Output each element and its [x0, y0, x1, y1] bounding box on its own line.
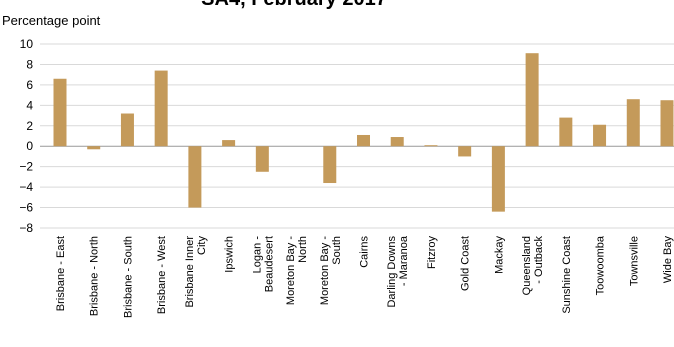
category-label: Darling Downs- Maranoa [386, 235, 410, 307]
category-label: Cairns [359, 236, 371, 268]
bar [559, 117, 573, 147]
y-tick-label: −8 [19, 221, 33, 235]
bar [525, 53, 539, 147]
bar [154, 70, 168, 147]
bar [424, 145, 438, 147]
category-label: Ipswich [224, 236, 236, 273]
bar [87, 146, 101, 150]
category-label: Mackay [493, 236, 505, 274]
bar [357, 134, 370, 147]
category-label: Logan -Beaudesert [251, 236, 275, 293]
category-label: Brisbane - South [122, 236, 134, 318]
bar [255, 146, 269, 172]
bar [458, 146, 472, 157]
bar [222, 140, 236, 147]
bar [53, 78, 67, 147]
bar [593, 124, 607, 147]
category-label: Gold Coast [460, 236, 472, 291]
bar [323, 146, 337, 184]
bar [626, 99, 640, 147]
category-label: Townsville [628, 236, 640, 286]
y-tick-label: 0 [26, 139, 33, 153]
y-tick-label: 10 [20, 37, 34, 51]
bar [188, 146, 202, 208]
y-tick-label: 8 [26, 57, 33, 71]
category-label: Queensland- Outback [521, 236, 545, 296]
category-label: Toowoomba [595, 235, 607, 295]
bars [53, 53, 674, 212]
category-label: Brisbane - East [55, 236, 67, 311]
y-tick-label: −4 [19, 180, 33, 194]
y-tick-label: 4 [26, 98, 33, 112]
category-label: Moreton Bay -North [285, 236, 309, 305]
y-tick-label: 6 [26, 78, 33, 92]
y-tick-label: 2 [26, 119, 33, 133]
y-tick-label: −6 [19, 201, 33, 215]
y-axis-label: Percentage point [2, 13, 101, 28]
category-label: Sunshine Coast [561, 236, 573, 314]
category-label: Fitzroy [426, 236, 438, 270]
y-tick-label: −2 [19, 160, 33, 174]
category-label: Brisbane - North [89, 236, 101, 316]
bar [491, 146, 505, 212]
category-label: Moreton Bay -South [319, 236, 343, 305]
y-axis-ticks: −8 −6 −4 −2 0 2 4 6 8 10 [19, 37, 33, 235]
bar [120, 113, 134, 147]
chart-title: SA4, February 2017 [201, 0, 387, 10]
x-axis-labels: Brisbane - East Brisbane - North Brisbane … [55, 235, 674, 318]
bar [660, 100, 674, 147]
bar [390, 137, 404, 147]
category-label: Brisbane - West [156, 236, 168, 314]
category-label: Brisbane InnerCity [184, 236, 208, 308]
category-label: Wide Bay [662, 236, 674, 284]
